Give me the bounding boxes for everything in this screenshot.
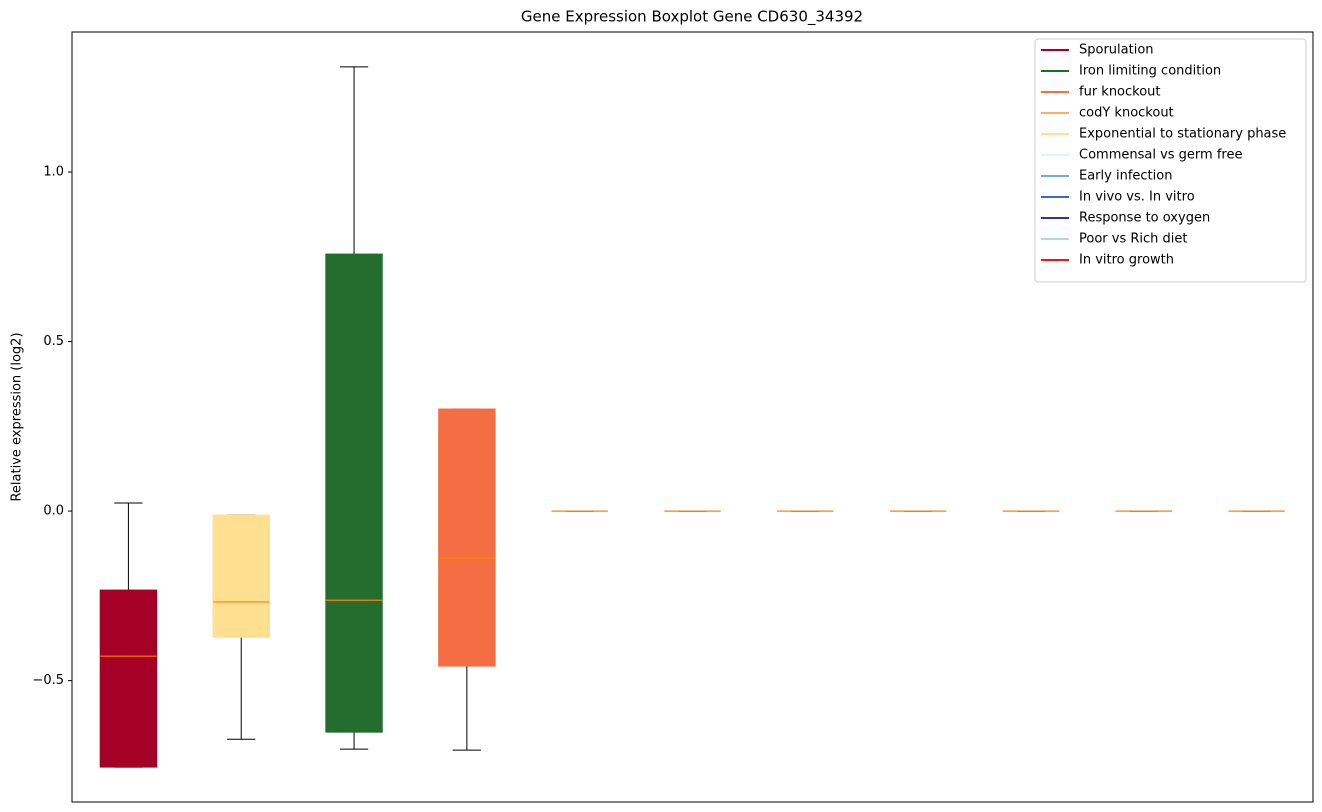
legend-label: Sporulation [1079,43,1154,58]
legend-label: In vitro growth [1079,253,1174,268]
legend-frame [1034,38,1307,283]
box [325,253,383,733]
legend-label: fur knockout [1079,85,1161,100]
y-tick-label: −0.5 [32,673,64,688]
legend-label: Poor vs Rich diet [1079,232,1187,247]
legend-label: codY knockout [1079,106,1174,121]
plot-frame [71,31,1314,803]
y-tick-label: 0.0 [43,504,64,519]
legend-label: Exponential to stationary phase [1079,127,1286,142]
box [99,589,158,768]
legend-label: Commensal vs germ free [1079,148,1242,163]
box [438,408,496,667]
y-axis-label: Relative expression (log2) [10,332,25,501]
legend-label: Iron limiting condition [1079,64,1221,79]
legend-label: Response to oxygen [1079,211,1210,226]
chart-title: Gene Expression Boxplot Gene CD630_34392 [521,8,863,27]
y-tick-label: 0.5 [43,334,64,349]
box [212,514,270,638]
legend-label: Early infection [1079,169,1172,184]
legend-label: In vivo vs. In vitro [1079,190,1195,205]
y-tick-label: 1.0 [43,165,64,180]
